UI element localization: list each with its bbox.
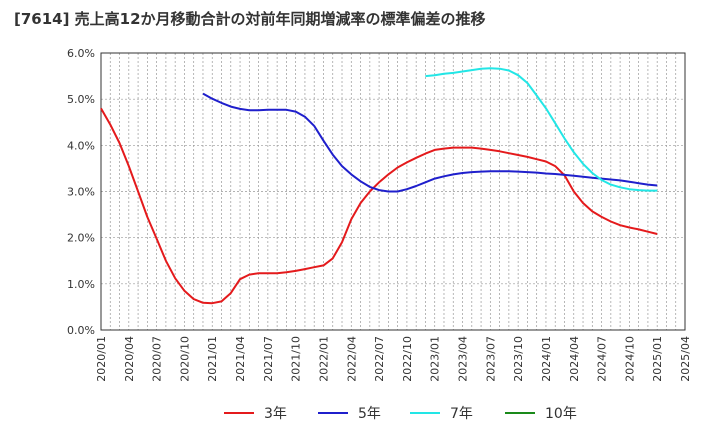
- y-tick-label: 6.0%: [67, 47, 95, 60]
- series-line-5年: [202, 92, 658, 193]
- x-tick-label: 2024/01: [540, 336, 553, 382]
- y-tick-label: 2.0%: [67, 232, 95, 245]
- series-line-7年: [425, 67, 658, 192]
- x-tick-label: 2021/04: [234, 336, 247, 382]
- x-tick-label: 2024/07: [596, 336, 609, 382]
- x-tick-label: 2022/10: [401, 336, 414, 382]
- x-tick-label: 2020/04: [123, 336, 136, 382]
- x-tick-label: 2020/01: [95, 336, 108, 382]
- legend-label-5年: 5年: [358, 406, 381, 422]
- x-tick-label: 2023/10: [512, 336, 525, 382]
- y-tick-label: 4.0%: [67, 139, 95, 152]
- legend-label-3年: 3年: [264, 406, 287, 422]
- x-tick-label: 2023/01: [429, 336, 442, 382]
- x-tick-label: 2021/07: [262, 336, 275, 382]
- legend-label-7年: 7年: [450, 406, 473, 422]
- chart-title: [7614] 売上高12か月移動合計の対前年同期増減率の標準偏差の推移: [14, 10, 486, 28]
- x-tick-label: 2024/04: [568, 336, 581, 382]
- y-tick-label: 1.0%: [67, 278, 95, 291]
- x-tick-label: 2025/04: [679, 336, 692, 382]
- x-tick-label: 2020/10: [178, 336, 191, 382]
- x-tick-label: 2022/04: [345, 336, 358, 382]
- x-tick-label: 2022/07: [373, 336, 386, 382]
- x-tick-label: 2023/04: [457, 336, 470, 382]
- y-tick-label: 0.0%: [67, 324, 95, 337]
- y-tick-label: 5.0%: [67, 93, 95, 106]
- x-tick-label: 2021/10: [290, 336, 303, 382]
- y-tick-label: 3.0%: [67, 186, 95, 199]
- x-tick-label: 2022/01: [317, 336, 330, 382]
- x-tick-label: 2025/01: [651, 336, 664, 382]
- x-tick-label: 2021/01: [206, 336, 219, 382]
- x-tick-label: 2023/07: [484, 336, 497, 382]
- plot-frame: [100, 52, 686, 331]
- legend-label-10年: 10年: [545, 406, 577, 422]
- x-tick-label: 2020/07: [151, 336, 164, 382]
- x-tick-label: 2024/10: [623, 336, 636, 382]
